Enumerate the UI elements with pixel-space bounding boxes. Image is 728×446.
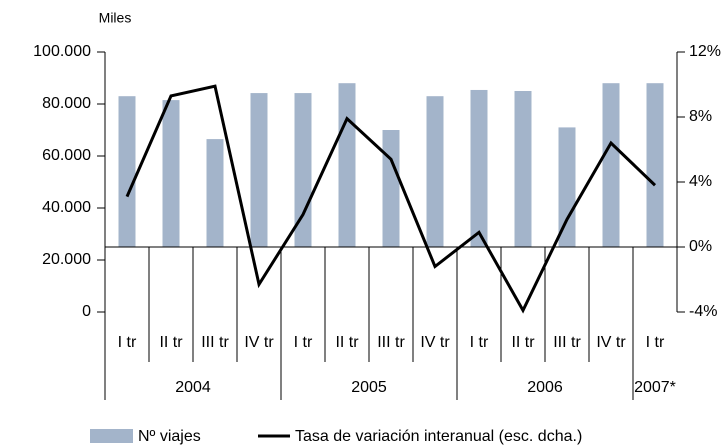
y-axis-label: Miles	[99, 10, 132, 26]
x-tick-label: I tr	[118, 334, 137, 351]
bar	[250, 93, 268, 247]
x-tick-label: III tr	[201, 334, 229, 351]
bar	[162, 100, 180, 247]
y2-tick-label: 8%	[689, 108, 712, 125]
x-tick-label: IV tr	[596, 334, 626, 351]
legend-label: Nº viajes	[138, 428, 201, 445]
x-tick-label: IV tr	[244, 334, 274, 351]
y-tick-label: 100.000	[33, 43, 91, 60]
y2-tick-label: -4%	[689, 303, 717, 320]
y2-tick-label: 4%	[689, 173, 712, 190]
y2-tick-label: 0%	[689, 238, 712, 255]
group-label: 2007*	[634, 379, 676, 396]
x-tick-label: IV tr	[420, 334, 450, 351]
y-tick-label: 40.000	[42, 199, 91, 216]
bar	[602, 83, 620, 247]
group-label: 2005	[351, 379, 387, 396]
bar	[382, 130, 400, 247]
y-tick-label: 20.000	[42, 251, 91, 268]
legend-label: Tasa de variación interanual (esc. dcha.…	[295, 428, 582, 445]
bar	[338, 83, 356, 247]
y-tick-label: 80.000	[42, 95, 91, 112]
bar	[426, 96, 444, 247]
group-label: 2006	[527, 379, 563, 396]
group-label: 2004	[175, 379, 211, 396]
y-tick-label: 60.000	[42, 147, 91, 164]
bar	[118, 96, 136, 247]
y-tick-label: 0	[82, 303, 91, 320]
x-tick-label: III tr	[377, 334, 405, 351]
x-tick-label: II tr	[335, 334, 359, 351]
bar	[514, 91, 532, 247]
bar	[470, 89, 488, 248]
bar	[558, 127, 576, 247]
x-tick-label: II tr	[511, 334, 535, 351]
bar	[206, 139, 224, 247]
x-tick-label: I tr	[646, 334, 665, 351]
x-tick-label: I tr	[470, 334, 489, 351]
legend-swatch	[90, 429, 133, 443]
line	[125, 84, 657, 314]
x-tick-label: II tr	[159, 334, 183, 351]
x-tick-label: I tr	[294, 334, 313, 351]
bar	[646, 83, 664, 247]
x-tick-label: III tr	[553, 334, 581, 351]
y2-tick-label: 12%	[689, 43, 721, 60]
